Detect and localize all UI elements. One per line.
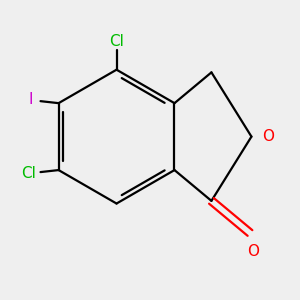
Text: O: O <box>262 129 274 144</box>
Text: Cl: Cl <box>21 166 36 181</box>
Text: Cl: Cl <box>109 34 124 49</box>
Text: O: O <box>247 244 259 259</box>
Text: I: I <box>28 92 33 107</box>
